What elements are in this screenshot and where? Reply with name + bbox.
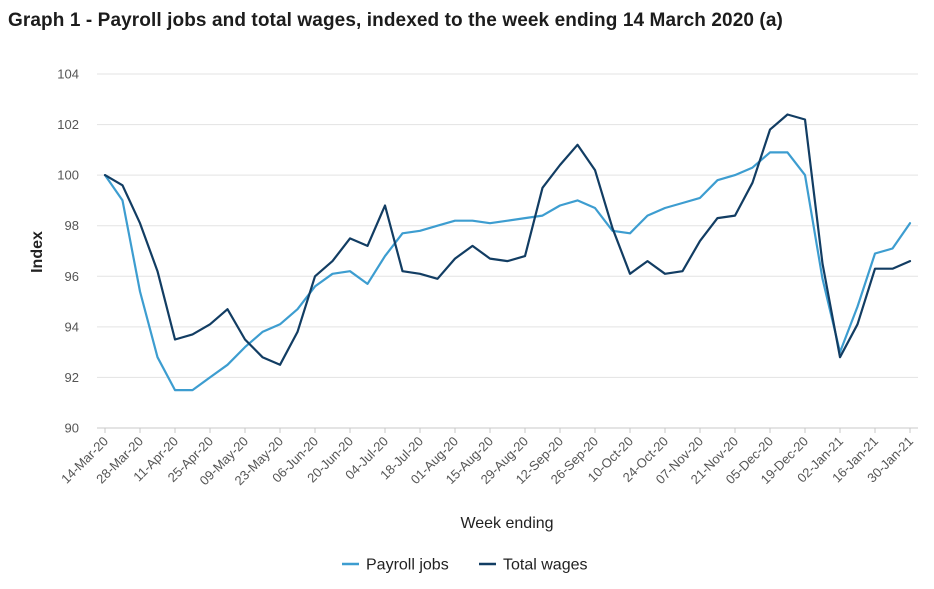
gridlines (97, 73, 918, 429)
legend: Payroll jobs Total wages (342, 557, 588, 574)
y-tick-label: 94 (65, 319, 79, 334)
y-tick-label: 98 (65, 218, 79, 233)
y-tick-label: 92 (65, 370, 79, 385)
y-axis-ticks: 90 92 94 96 98 100 102 104 (57, 67, 79, 436)
y-tick-label: 90 (65, 421, 79, 436)
series-lines (103, 113, 912, 392)
legend-label: Payroll jobs (366, 557, 449, 574)
series-line-payroll-jobs (103, 151, 912, 392)
chart-title: Graph 1 - Payroll jobs and total wages, … (8, 10, 783, 31)
y-tick-label: 102 (57, 117, 79, 132)
legend-label: Total wages (503, 557, 588, 574)
y-tick-label: 96 (65, 269, 79, 284)
x-axis-title: Week ending (460, 515, 553, 532)
x-axis-ticks: 14-Mar-2028-Mar-2011-Apr-2025-Apr-2009-M… (58, 428, 916, 488)
series-line-total-wages (103, 113, 912, 366)
y-axis-title: Index (29, 231, 46, 273)
y-tick-label: 104 (57, 67, 79, 82)
y-tick-label: 100 (57, 168, 79, 183)
